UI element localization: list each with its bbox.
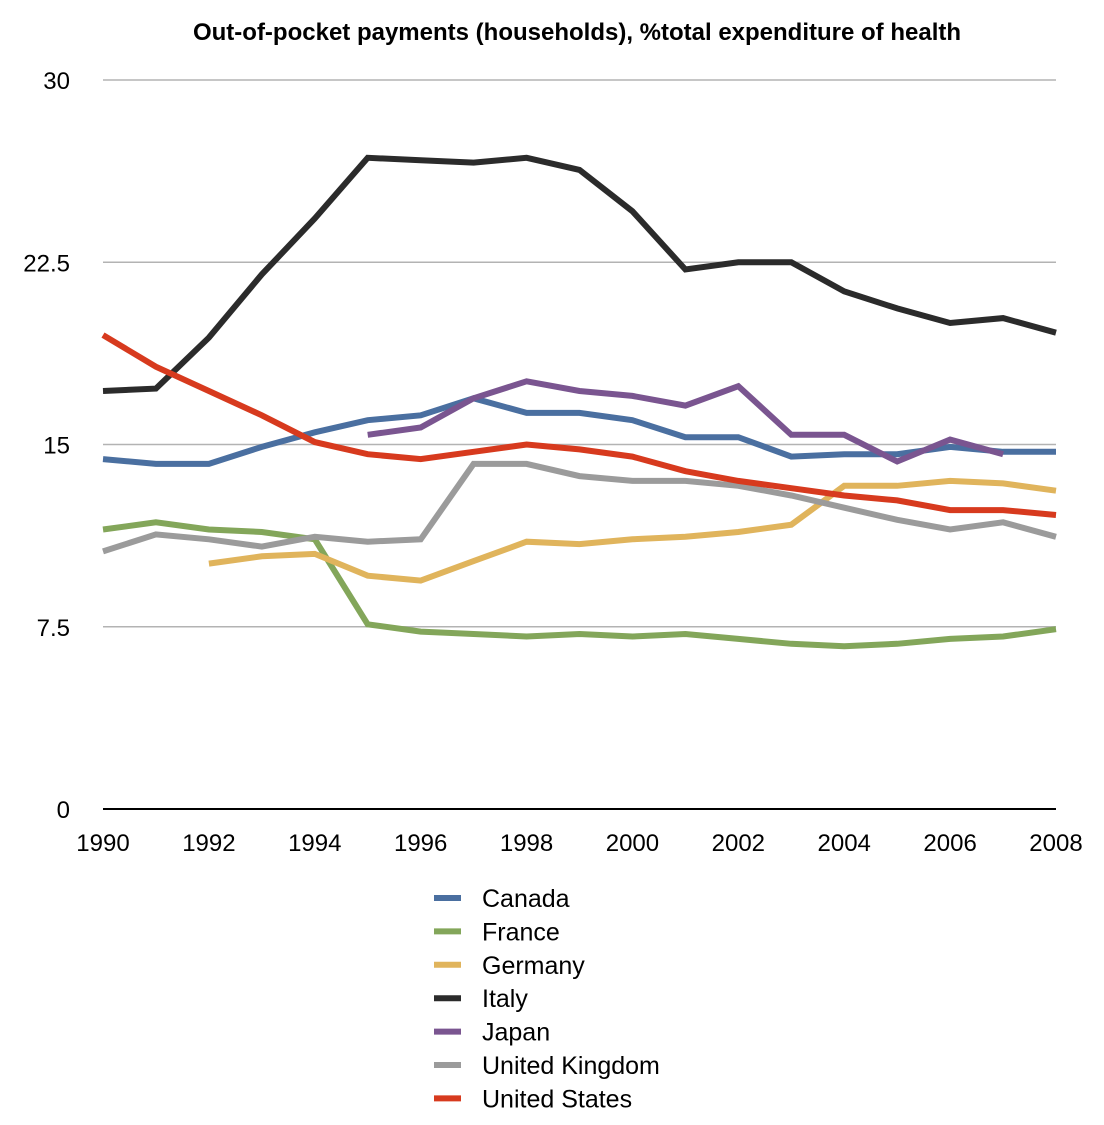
x-tick-label: 2004 (818, 830, 871, 857)
legend-label: Germany (482, 952, 585, 980)
x-tick-label: 1996 (394, 830, 447, 857)
series-line-germany (208, 477, 1057, 584)
legend-label: Italy (482, 985, 528, 1013)
x-tick-label: 1990 (76, 830, 129, 857)
x-tick-label: 2000 (606, 830, 659, 857)
series-line-united-kingdom (102, 460, 1057, 555)
legend-label: United States (482, 1085, 632, 1113)
chart-title: Out-of-pocket payments (households), %to… (193, 19, 961, 46)
y-tick-label: 30 (43, 68, 70, 95)
axis-layer: 0 7.5 15 22.5 30 1990 1992 1994 1996 1998 2000 2002… (23, 68, 1082, 857)
legend-label: Japan (482, 1019, 550, 1047)
series-line-united-states (101, 332, 1057, 518)
x-tick-label: 2008 (1029, 830, 1082, 857)
legend-label: France (482, 918, 560, 946)
legend-label: United Kingdom (482, 1052, 660, 1080)
series-layer (101, 154, 1057, 650)
legend: Canada France Germany Italy Japan United King… (434, 885, 660, 1113)
series-line-canada (102, 395, 1056, 467)
series-line-japan (367, 378, 1004, 465)
y-tick-label: 22.5 (23, 250, 70, 277)
y-tick-label: 0 (57, 797, 70, 824)
x-tick-label: 1992 (182, 830, 235, 857)
series-line-france (102, 519, 1057, 650)
y-tick-label: 15 (43, 433, 70, 460)
x-tick-label: 2002 (712, 830, 765, 857)
y-tick-label: 7.5 (37, 615, 70, 642)
x-tick-label: 2006 (923, 830, 976, 857)
legend-label: Canada (482, 885, 570, 913)
x-tick-label: 1994 (288, 830, 341, 857)
series-line-italy (102, 154, 1057, 394)
x-tick-label: 1998 (500, 830, 553, 857)
